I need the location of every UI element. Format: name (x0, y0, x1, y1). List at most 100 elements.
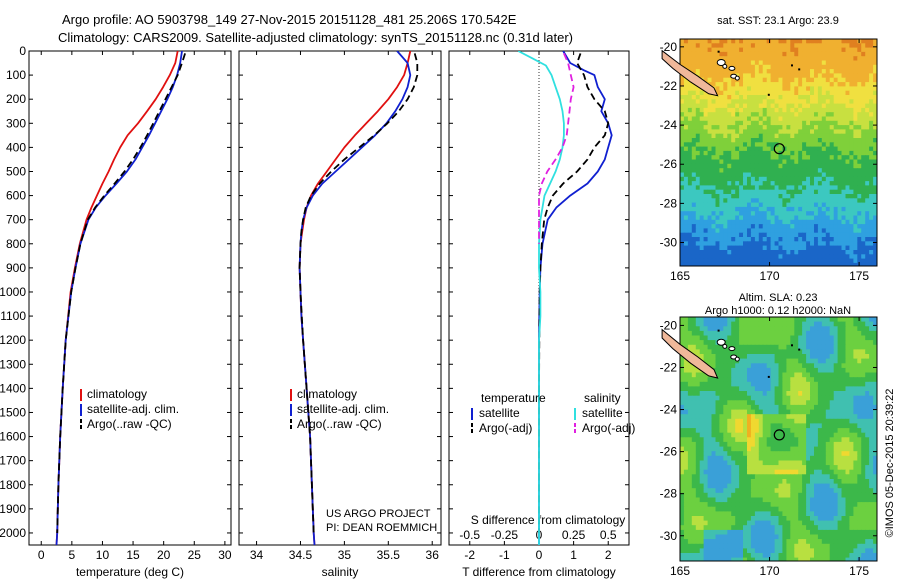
heatmap-cell (727, 483, 732, 489)
heatmap-cell (766, 172, 772, 178)
heatmap-cell (727, 497, 732, 503)
heatmap-cell (861, 451, 866, 457)
heatmap-cell (821, 155, 827, 161)
heatmap-cell (869, 163, 874, 169)
heatmap-cell (750, 86, 756, 92)
heatmap-cell (857, 423, 862, 429)
heatmap-cell (778, 185, 783, 191)
heatmap-cell (817, 432, 823, 438)
heatmap-cell (802, 103, 807, 109)
heatmap-cell (873, 51, 877, 57)
heatmap-cell (782, 381, 787, 387)
heatmap-cell (766, 39, 772, 44)
heatmap-cell (814, 372, 819, 378)
heatmap-cell (825, 432, 831, 438)
heatmap-cell (723, 321, 728, 327)
heatmap-cell (778, 469, 783, 475)
heatmap-cell (691, 64, 697, 70)
heatmap-cell (743, 377, 748, 383)
heatmap-cell (873, 363, 877, 369)
heatmap-cell (731, 51, 736, 57)
heatmap-cell (731, 198, 736, 204)
heatmap-cell (715, 395, 720, 401)
heatmap-cell (798, 194, 803, 199)
heatmap-cell (833, 479, 839, 485)
heatmap-cell (853, 43, 858, 49)
heatmap-cell (821, 317, 827, 323)
heatmap-cell (806, 237, 811, 242)
heatmap-cell (873, 43, 877, 49)
heatmap-cell (750, 250, 756, 255)
heatmap-cell (727, 142, 732, 148)
heatmap-cell (782, 133, 787, 139)
heatmap-cell (735, 39, 740, 44)
heatmap-cell (877, 368, 882, 373)
heatmap-cell (814, 317, 819, 323)
heatmap-cell (790, 116, 795, 122)
heatmap-cell (715, 211, 720, 217)
heatmap-cell (849, 423, 854, 429)
heatmap-cell (798, 172, 803, 178)
heatmap-cell (683, 432, 689, 438)
heatmap-cell (766, 465, 772, 471)
heatmap-cell (810, 224, 815, 229)
heatmap-cell (794, 330, 799, 337)
heatmap-cell (786, 451, 791, 457)
heatmap-cell (837, 176, 843, 182)
heatmap-cell (806, 497, 811, 503)
heatmap-cell (687, 335, 693, 341)
sst-map-title: sat. SST: 23.1 Argo: 23.9 (717, 15, 839, 27)
heatmap-cell (778, 206, 783, 212)
heatmap-cell (873, 254, 877, 260)
heatmap-cell (798, 367, 803, 374)
heatmap-cell (747, 82, 752, 87)
heatmap-cell (845, 163, 850, 169)
heatmap-cell (790, 372, 795, 378)
heatmap-cell (735, 237, 740, 242)
heatmap-cell (806, 181, 811, 186)
heatmap-cell (731, 317, 736, 323)
heatmap-cell (782, 86, 787, 92)
heatmap-cell (774, 107, 780, 113)
heatmap-cell (680, 372, 685, 378)
heatmap-cell (845, 428, 850, 434)
heatmap-cell (877, 267, 882, 272)
heatmap-cell (802, 321, 807, 327)
heatmap-cell (790, 414, 795, 420)
heatmap-cell (743, 432, 748, 438)
heatmap-cell (774, 460, 780, 466)
heatmap-cell (849, 129, 854, 135)
heatmap-cell (873, 441, 877, 448)
heatmap-cell (750, 185, 756, 191)
heatmap-cell (837, 404, 843, 411)
heatmap-cell (849, 335, 854, 341)
heatmap-cell (758, 446, 764, 452)
heatmap-cell (853, 176, 858, 182)
heatmap-cell (711, 211, 716, 217)
heatmap-cell (778, 335, 783, 341)
heatmap-cell (743, 358, 748, 364)
heatmap-cell (715, 69, 720, 74)
heatmap-cell (853, 483, 858, 489)
heatmap-cell (869, 344, 874, 350)
heatmap-cell (707, 317, 713, 323)
heatmap-cell (750, 172, 756, 178)
heatmap-cell (743, 267, 748, 272)
heatmap-cell (817, 90, 823, 96)
heatmap-cell (750, 120, 756, 126)
heatmap-cell (802, 386, 807, 392)
heatmap-cell (711, 414, 716, 420)
heatmap-cell (877, 194, 882, 199)
heatmap-cell (703, 335, 709, 341)
heatmap-cell (731, 326, 736, 332)
heatmap-cell (762, 189, 768, 195)
heatmap-cell (810, 245, 815, 251)
heatmap-cell (845, 82, 850, 87)
heatmap-cell (841, 107, 846, 113)
heatmap-cell (849, 474, 854, 480)
heatmap-cell (723, 377, 728, 383)
heatmap-cell (861, 254, 866, 260)
heatmap-cell (766, 372, 772, 378)
heatmap-cell (699, 258, 705, 264)
heatmap-cell (691, 86, 697, 92)
